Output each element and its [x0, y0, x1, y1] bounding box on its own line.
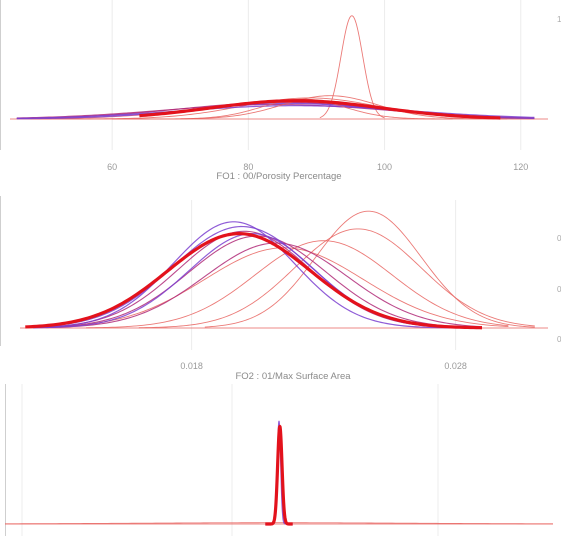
x-tick-label: 60	[107, 162, 117, 172]
chart-panel-porosity: 60 80 100 120	[10, 0, 548, 172]
density-curve-bold	[25, 232, 483, 330]
x-tick-label: 0.018	[180, 361, 203, 371]
x-tick-label: 0.028	[444, 361, 467, 371]
density-curve-bold	[263, 424, 295, 526]
chart-panel-third-feature	[4, 384, 554, 536]
density-curve-light	[4, 522, 554, 525]
panel-2-edge-label-mid: 0	[557, 285, 561, 294]
x-axis-title-porosity: FO1 : 00/Porosity Percentage	[216, 171, 341, 182]
density-curve-light	[138, 228, 535, 329]
x-tick-label: 80	[243, 162, 253, 172]
panel-2-edge-label-top: 0	[557, 234, 561, 243]
density-curve-mid	[46, 242, 483, 329]
x-axis-title-max-surface-area: FO2 : 01/Max Surface Area	[235, 371, 351, 382]
density-curve-bold	[139, 99, 501, 120]
chart-panel-max-surface-area: 0.018 0.028	[20, 200, 548, 371]
panel-1-edge-label: 1	[557, 15, 561, 24]
x-tick-label: 100	[377, 162, 392, 172]
density-curve-purple	[16, 105, 535, 119]
density-curve-light	[112, 95, 508, 120]
x-tick-label: 120	[513, 162, 528, 172]
panel-2-edge-label-bottom: 0	[557, 335, 561, 344]
density-curve-light	[204, 210, 535, 328]
